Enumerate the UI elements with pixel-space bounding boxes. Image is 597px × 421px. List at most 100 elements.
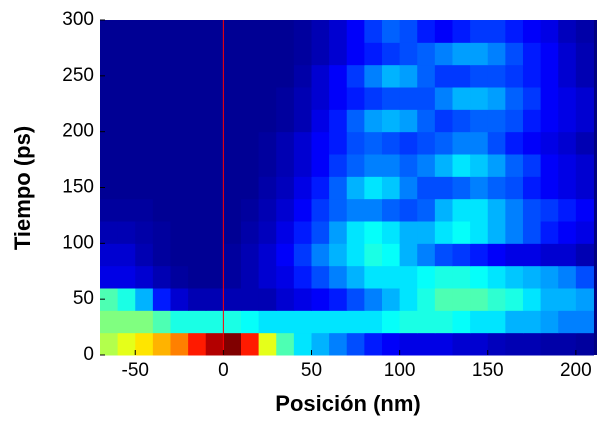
heatmap-cell: [417, 310, 436, 334]
heatmap-cell: [470, 243, 489, 267]
heatmap-cell: [540, 332, 559, 356]
heatmap-cell: [188, 176, 207, 200]
heatmap-cell: [540, 243, 559, 267]
heatmap-cell: [311, 332, 330, 356]
heatmap-cell: [170, 131, 189, 155]
heatmap-cell: [258, 87, 277, 110]
heatmap-cell: [522, 64, 542, 88]
heatmap-cell: [170, 87, 189, 110]
heatmap-cell: [346, 198, 365, 222]
heatmap-cell: [364, 42, 383, 66]
heatmap-cell: [223, 64, 242, 88]
heatmap-cell: [135, 332, 154, 356]
heatmap-cell: [293, 310, 312, 334]
heatmap-cell: [487, 64, 506, 88]
heatmap-cell: [223, 310, 242, 334]
heatmap-cell: [558, 310, 577, 334]
heatmap-cell: [399, 310, 418, 334]
heatmap-cell: [170, 42, 189, 66]
heatmap-cell: [152, 42, 171, 66]
heatmap-cell: [311, 221, 330, 244]
heatmap-cell: [205, 310, 224, 334]
heatmap-cell: [135, 221, 154, 244]
heatmap-cell: [522, 20, 542, 43]
heatmap-cell: [311, 243, 330, 267]
heatmap-cell: [470, 131, 489, 155]
heatmap-cell: [135, 20, 154, 43]
heatmap-cell: [329, 87, 348, 110]
heatmap-cell: [152, 131, 171, 155]
y-axis-label: Tiempo (ps): [10, 126, 35, 250]
heatmap-cell: [311, 64, 330, 88]
heatmap-cell: [434, 64, 453, 88]
heatmap-cell: [381, 131, 401, 155]
heatmap-cell: [117, 310, 136, 334]
heatmap-cell: [452, 42, 471, 66]
heatmap-cell: [311, 42, 330, 66]
heatmap-cell: [240, 310, 260, 334]
heatmap-cell: [417, 221, 436, 244]
heatmap-cell: [188, 42, 207, 66]
heatmap-cell: [381, 310, 401, 334]
heatmap-cell: [152, 288, 171, 311]
heatmap-cell: [434, 176, 453, 200]
heatmap-cell: [117, 221, 136, 244]
heatmap-cell: [258, 154, 277, 177]
heatmap-cell: [575, 131, 594, 155]
heatmap-cell: [346, 20, 365, 43]
heatmap-cell: [575, 221, 594, 244]
heatmap-cell: [152, 20, 171, 43]
heatmap-cell: [540, 87, 559, 110]
heatmap-cell: [575, 20, 594, 43]
heatmap-cell: [470, 109, 489, 133]
heatmap-cell: [505, 154, 524, 177]
heatmap-cell: [223, 332, 242, 356]
heatmap-cell: [205, 131, 224, 155]
heatmap-cell: [258, 131, 277, 155]
heatmap-cell: [293, 109, 312, 133]
heatmap-cell: [452, 310, 471, 334]
heatmap-cell: [487, 176, 506, 200]
heatmap-cell: [381, 243, 401, 267]
heatmap-cell: [452, 288, 471, 311]
heatmap-cell: [470, 332, 489, 356]
heatmap-cell: [258, 288, 277, 311]
heatmap-cell: [293, 42, 312, 66]
heatmap-cell: [346, 87, 365, 110]
heatmap-cell: [117, 42, 136, 66]
heatmap-cell: [487, 243, 506, 267]
heatmap-cell: [223, 20, 242, 43]
heatmap-cell: [417, 109, 436, 133]
heatmap-cell: [293, 87, 312, 110]
heatmap-cell: [558, 221, 577, 244]
heatmap-cell: [487, 87, 506, 110]
heatmap-cell: [258, 42, 277, 66]
heatmap-cell: [522, 243, 542, 267]
heatmap-cell: [346, 131, 365, 155]
heatmap-cell: [311, 176, 330, 200]
heatmap-cell: [135, 176, 154, 200]
heatmap-cell: [540, 198, 559, 222]
heatmap-cell: [188, 243, 207, 267]
heatmap-cell: [329, 20, 348, 43]
heatmap-cell: [135, 310, 154, 334]
heatmap-cell: [100, 221, 119, 244]
heatmap-cell: [276, 221, 295, 244]
heatmap-cell: [558, 64, 577, 88]
heatmap-cell: [293, 176, 312, 200]
heatmap-cell: [152, 176, 171, 200]
heatmap-cell: [452, 154, 471, 177]
heatmap-cell: [399, 109, 418, 133]
heatmap-cell: [135, 243, 154, 267]
heatmap-cell: [205, 42, 224, 66]
heatmap-cell: [417, 332, 436, 356]
heatmap-cell: [434, 288, 453, 311]
heatmap-cell: [540, 64, 559, 88]
heatmap-cell: [452, 20, 471, 43]
heatmap-cell: [329, 64, 348, 88]
heatmap-cell: [575, 288, 594, 311]
heatmap-cell: [522, 265, 542, 289]
heatmap-cell: [417, 176, 436, 200]
heatmap-cell: [117, 20, 136, 43]
heatmap-cell: [434, 332, 453, 356]
